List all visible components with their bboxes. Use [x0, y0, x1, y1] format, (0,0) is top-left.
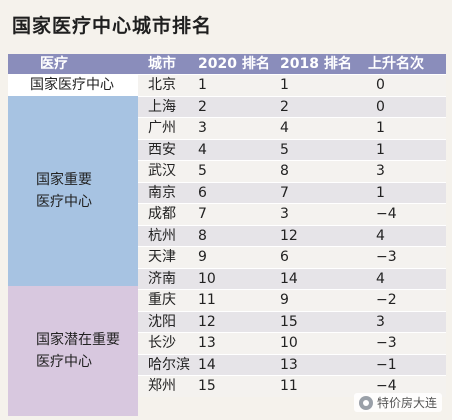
cell-city: 上海	[148, 98, 176, 115]
header-rank-2018: 2018 排名	[280, 56, 352, 72]
cell-rank-2020: 15	[198, 378, 216, 394]
cell-rank-2020: 1	[198, 77, 207, 93]
cell-rank-2018: 5	[280, 141, 289, 158]
group-national-center: 国家医疗中心	[8, 74, 138, 96]
group-important-center: 国家重要 医疗中心	[8, 96, 138, 286]
cell-city: 成都	[148, 206, 176, 222]
table-row: 哈尔滨 14 13 −1	[138, 353, 446, 375]
cell-rank-2018: 9	[280, 292, 289, 308]
cell-city: 南京	[148, 184, 176, 201]
cell-city: 重庆	[148, 292, 176, 308]
cell-rise: −1	[376, 356, 397, 373]
cell-city: 西安	[148, 141, 176, 158]
cell-city: 武汉	[148, 163, 176, 179]
table-row: 长沙 13 10 −3	[138, 332, 446, 354]
cell-rank-2020: 14	[198, 356, 216, 373]
cell-rise: 0	[376, 98, 385, 115]
table-row: 南京 6 7 1	[138, 181, 446, 203]
header-group: 医疗	[40, 56, 68, 72]
cell-city: 北京	[148, 77, 176, 93]
cell-rank-2020: 6	[198, 184, 207, 201]
ranking-table: 医疗 城市 2020 排名 2018 排名 上升名次 国家医疗中心 国家重要 医…	[8, 54, 446, 416]
cell-rise: 1	[376, 120, 385, 136]
header-rise: 上升名次	[368, 56, 424, 72]
cell-rank-2020: 5	[198, 163, 207, 179]
group-potential-center: 国家潜在重要 医疗中心	[8, 286, 138, 416]
cell-rise: −2	[376, 292, 397, 308]
cell-rank-2020: 4	[198, 141, 207, 158]
page-title: 国家医疗中心城市排名	[12, 15, 213, 37]
table-row: 郑州 15 11 −4	[138, 375, 446, 397]
table-row: 上海 2 2 0	[138, 95, 446, 117]
cell-rank-2020: 3	[198, 120, 207, 136]
cell-city: 广州	[148, 120, 176, 136]
cell-rank-2018: 13	[280, 356, 298, 373]
cell-city: 杭州	[148, 227, 176, 244]
cell-rank-2020: 11	[198, 292, 216, 308]
cell-rise: 1	[376, 141, 385, 158]
cell-rank-2018: 12	[280, 227, 298, 244]
cell-rank-2020: 12	[198, 313, 216, 330]
cell-rank-2018: 6	[280, 249, 289, 265]
cell-rank-2020: 8	[198, 227, 207, 244]
cell-city: 郑州	[148, 378, 176, 394]
watermark: 特价房大连	[353, 393, 442, 412]
cell-rank-2018: 11	[280, 378, 298, 394]
cell-rank-2018: 7	[280, 184, 289, 201]
cell-rank-2018: 4	[280, 120, 289, 136]
cell-rank-2020: 13	[198, 335, 216, 351]
cell-rise: 3	[376, 163, 385, 179]
cell-rise: 1	[376, 184, 385, 201]
cell-city: 济南	[148, 270, 176, 287]
table-rows: 北京 1 1 0 上海 2 2 0 广州 3 4 1 西安 4 5 1 武汉 5 8 3 南京 6 7 1 成都 7 3 −4 杭州 8 1…	[138, 74, 446, 397]
cell-rank-2020: 2	[198, 98, 207, 115]
table-row: 重庆 11 9 −2	[138, 289, 446, 311]
table-row: 武汉 5 8 3	[138, 160, 446, 182]
table-row: 杭州 8 12 4	[138, 224, 446, 246]
cell-rise: 0	[376, 77, 385, 93]
table-header: 医疗 城市 2020 排名 2018 排名 上升名次	[8, 54, 446, 74]
cell-rise: 4	[376, 227, 385, 244]
table-row: 成都 7 3 −4	[138, 203, 446, 225]
header-rank-2020: 2020 排名	[198, 56, 270, 72]
cell-rank-2018: 3	[280, 206, 289, 222]
cell-city: 天津	[148, 249, 176, 265]
cell-city: 沈阳	[148, 313, 176, 330]
cell-rise: −4	[376, 206, 397, 222]
table-row: 西安 4 5 1	[138, 138, 446, 160]
cell-rank-2018: 14	[280, 270, 298, 287]
cell-rank-2018: 8	[280, 163, 289, 179]
table-row: 济南 10 14 4	[138, 267, 446, 289]
table-row: 沈阳 12 15 3	[138, 310, 446, 332]
table-row: 广州 3 4 1	[138, 117, 446, 139]
cell-city: 哈尔滨	[148, 356, 190, 373]
cell-rise: −4	[376, 378, 397, 394]
wechat-icon	[358, 395, 373, 410]
table-row: 天津 9 6 −3	[138, 246, 446, 268]
cell-rise: −3	[376, 335, 397, 351]
cell-city: 长沙	[148, 335, 176, 351]
cell-rank-2020: 9	[198, 249, 207, 265]
cell-rank-2018: 1	[280, 77, 289, 93]
cell-rise: −3	[376, 249, 397, 265]
cell-rise: 4	[376, 270, 385, 287]
cell-rank-2018: 10	[280, 335, 298, 351]
cell-rank-2020: 10	[198, 270, 216, 287]
cell-rank-2018: 15	[280, 313, 298, 330]
cell-rank-2020: 7	[198, 206, 207, 222]
header-city: 城市	[148, 56, 176, 72]
cell-rank-2018: 2	[280, 98, 289, 115]
cell-rise: 3	[376, 313, 385, 330]
table-row: 北京 1 1 0	[138, 74, 446, 96]
